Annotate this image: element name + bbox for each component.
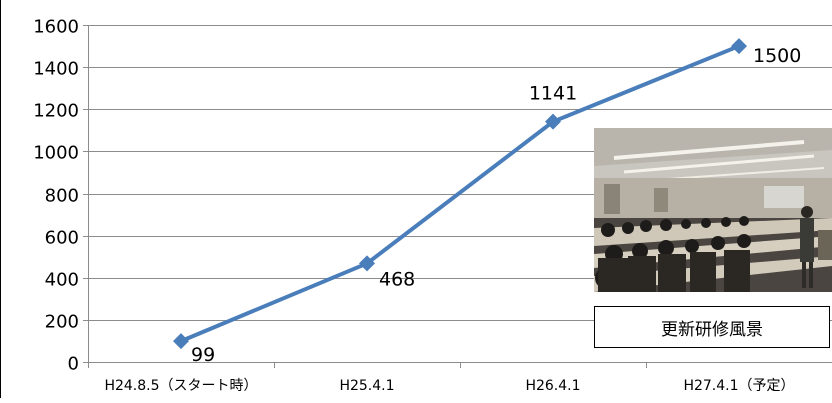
y-tick-label: 200 (45, 312, 79, 333)
y-tick-label: 1200 (33, 101, 79, 122)
data-label: 1141 (529, 83, 577, 105)
y-tick-label: 1000 (33, 143, 79, 164)
x-tick-label: H26.4.1 (525, 378, 580, 394)
x-tick-label: H27.4.1（予定） (683, 378, 794, 394)
y-tick-label: 1400 (33, 59, 79, 80)
y-tick-label: 600 (45, 228, 79, 249)
data-label: 468 (379, 268, 415, 290)
y-tick-label: 800 (45, 186, 79, 207)
photo-caption: 更新研修風景 (594, 306, 830, 348)
data-label: 1500 (753, 45, 801, 67)
data-label: 99 (191, 344, 215, 366)
x-tick-label: H25.4.1 (339, 378, 394, 394)
x-tick-label: H24.8.5（スタート時） (104, 378, 257, 394)
y-tick-label: 0 (68, 354, 79, 375)
y-tick-label: 400 (45, 270, 79, 291)
y-tick-label: 1600 (33, 17, 79, 38)
training-photo (594, 128, 832, 292)
